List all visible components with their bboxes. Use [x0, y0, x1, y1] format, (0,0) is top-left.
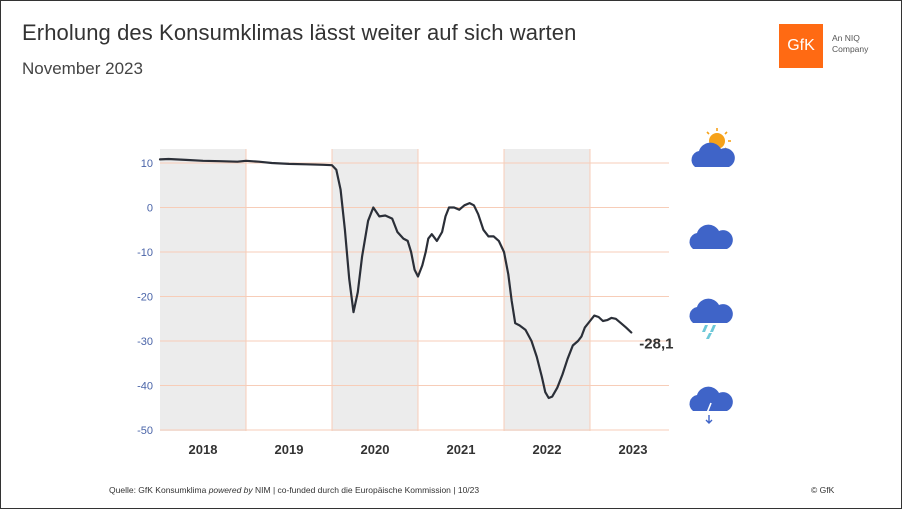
copyright: © GfK: [811, 485, 835, 495]
source-note: Quelle: GfK Konsumklima powered by NIM |…: [109, 485, 479, 495]
y-tick-label: 10: [141, 158, 153, 170]
logo-tagline-line1: An NIQ: [832, 33, 860, 43]
year-shading: [160, 149, 590, 431]
logo-tagline: An NIQ Company: [832, 33, 892, 55]
y-tick-label: -30: [137, 336, 153, 348]
y-tick-label: 0: [147, 203, 153, 215]
shade-year-2020: [332, 149, 418, 431]
gridlines: [160, 149, 669, 431]
y-tick-label: -40: [137, 381, 153, 393]
source-italic: powered by: [208, 485, 253, 495]
shade-year-2018: [160, 149, 246, 431]
y-tick-label: -20: [137, 292, 153, 304]
source-suffix: NIM | co-funded durch die Europäische Ko…: [252, 485, 480, 495]
sun-cloud-icon: [691, 128, 735, 167]
page-title: Erholung des Konsumklimas lässt weiter a…: [22, 20, 577, 45]
logo-text: GfK: [787, 37, 815, 54]
series-line-konsumklima: [158, 157, 633, 400]
x-year-label: 2022: [533, 442, 562, 457]
shade-year-2022: [504, 149, 590, 431]
last-value-label: -28,1: [639, 336, 673, 353]
x-axis-year-labels: 2018 2019 2020 2021 2022 2023: [189, 442, 648, 457]
gfk-logo: GfK: [779, 24, 823, 68]
source-prefix: Quelle: GfK Konsumklima: [109, 485, 209, 495]
page-subtitle: November 2023: [22, 59, 143, 78]
y-tick-label: -50: [137, 425, 153, 437]
rain-cloud-icon: [689, 298, 733, 339]
storm-cloud-icon: [689, 386, 733, 424]
x-year-label: 2023: [619, 442, 648, 457]
x-year-label: 2021: [447, 442, 476, 457]
x-year-label: 2018: [189, 442, 218, 457]
cloud-icon: [689, 224, 733, 249]
x-year-label: 2019: [275, 442, 304, 457]
y-axis-ticks: 10 0 -10 -20 -30 -40 -50: [137, 158, 153, 437]
x-year-label: 2020: [361, 442, 390, 457]
logo-tagline-line2: Company: [832, 44, 869, 54]
y-tick-label: -10: [137, 247, 153, 259]
